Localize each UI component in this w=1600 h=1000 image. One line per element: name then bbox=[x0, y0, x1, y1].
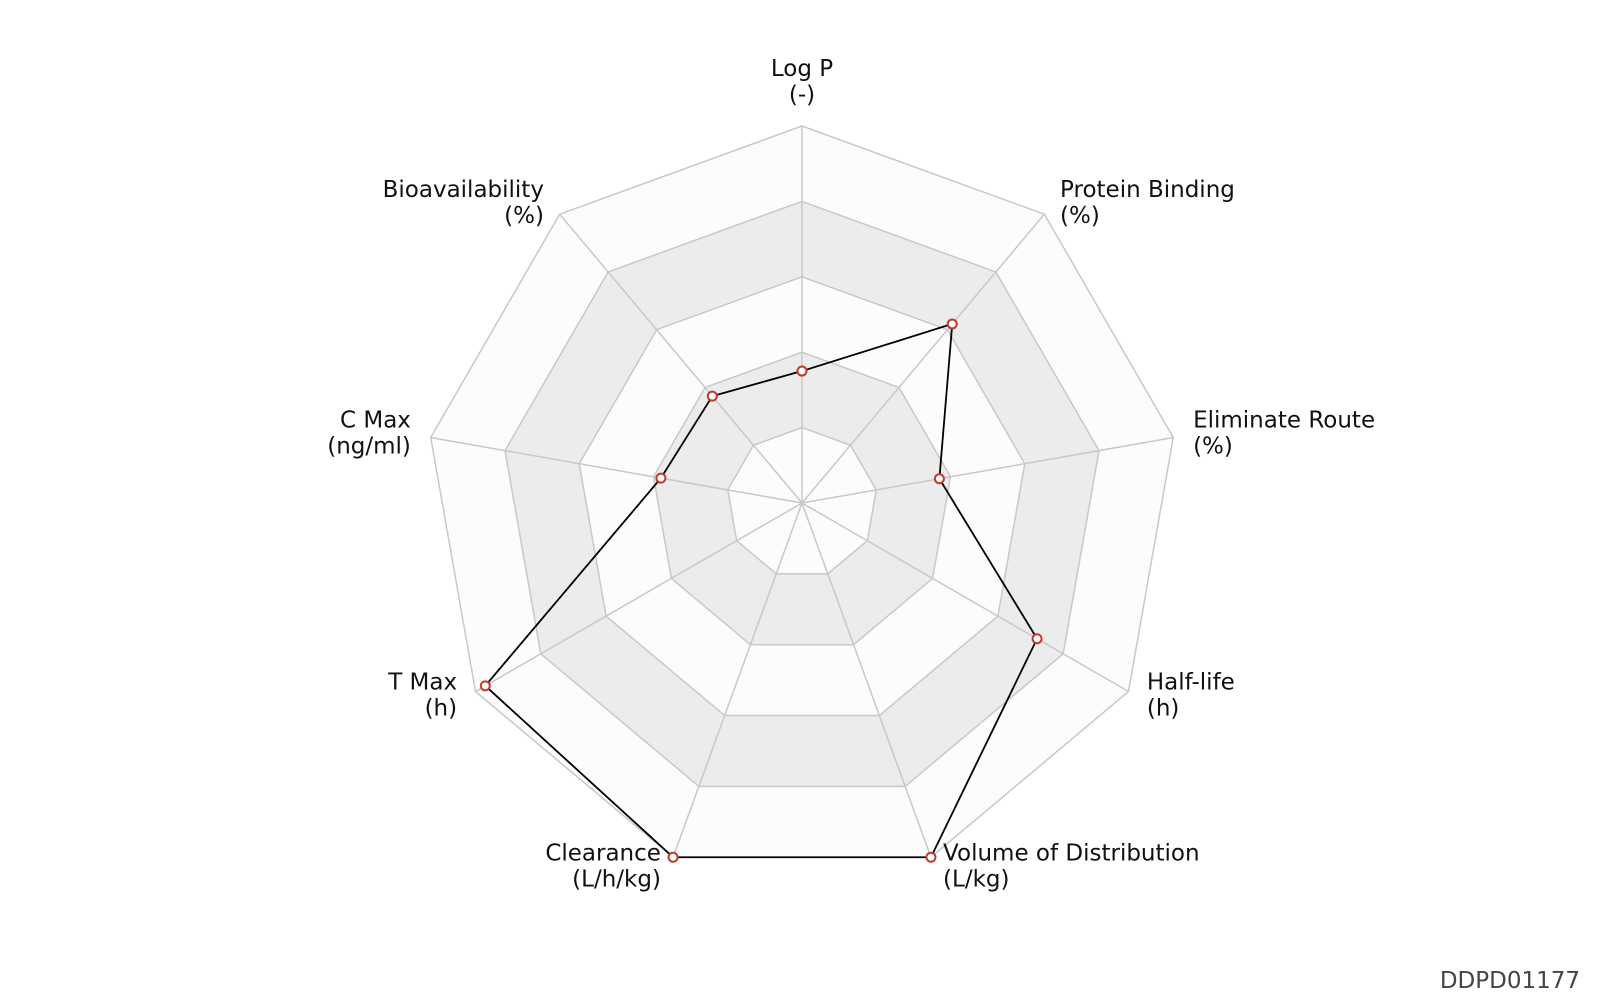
spoke-5 bbox=[672, 502, 803, 858]
spoke-2 bbox=[801, 436, 1174, 504]
axis-unit: (ng/ml) bbox=[327, 433, 411, 459]
axis-unit: (%) bbox=[1193, 433, 1233, 459]
axis-name: Bioavailability bbox=[383, 177, 544, 203]
spoke-1 bbox=[801, 213, 1045, 504]
axis-name: Volume of Distribution bbox=[943, 841, 1200, 867]
axis-unit: (L/h/kg) bbox=[572, 867, 661, 893]
data-point-6 bbox=[479, 680, 491, 692]
axis-label-8: Bioavailability (%) bbox=[383, 177, 544, 229]
axis-label-2: Eliminate Route (%) bbox=[1193, 407, 1375, 459]
axis-unit: (%) bbox=[504, 203, 544, 229]
data-point-4 bbox=[925, 851, 937, 863]
axis-label-6: T Max (h) bbox=[387, 670, 457, 722]
axis-unit: (h) bbox=[1147, 696, 1180, 722]
axis-labels: Log P (-)Protein Binding (%)Eliminate Rout… bbox=[327, 56, 1375, 893]
axis-unit: (%) bbox=[1060, 203, 1100, 229]
axis-name: Half-life bbox=[1147, 670, 1235, 696]
spoke-8 bbox=[559, 213, 803, 504]
axis-label-5: Clearance (L/h/kg) bbox=[545, 841, 661, 893]
axis-name: C Max bbox=[340, 407, 411, 433]
data-point-8 bbox=[706, 390, 718, 402]
data-point-0 bbox=[796, 365, 808, 377]
spoke-6 bbox=[475, 502, 803, 693]
axis-unit: (-) bbox=[789, 82, 815, 108]
axis-label-4: Volume of Distribution (L/kg) bbox=[943, 841, 1200, 893]
data-point-3 bbox=[1031, 633, 1043, 645]
chart-id-watermark: DDPD01177 bbox=[1439, 968, 1580, 994]
spoke-4 bbox=[801, 502, 932, 858]
axis-name: T Max bbox=[387, 670, 457, 696]
data-point-2 bbox=[933, 473, 945, 485]
radar-series bbox=[479, 318, 1043, 863]
axis-unit: (h) bbox=[425, 696, 458, 722]
data-point-1 bbox=[946, 318, 958, 330]
series-line bbox=[484, 322, 1039, 859]
axis-name: Clearance bbox=[545, 841, 661, 867]
spoke-3 bbox=[801, 502, 1129, 693]
axis-label-1: Protein Binding (%) bbox=[1060, 177, 1235, 229]
axis-name: Eliminate Route bbox=[1193, 407, 1375, 433]
axis-label-7: C Max (ng/ml) bbox=[327, 407, 411, 459]
axis-label-3: Half-life (h) bbox=[1147, 670, 1235, 722]
spoke-7 bbox=[430, 436, 803, 504]
data-point-5 bbox=[667, 851, 679, 863]
axis-name: Log P bbox=[771, 56, 833, 82]
data-point-7 bbox=[655, 472, 667, 484]
axis-unit: (L/kg) bbox=[943, 867, 1009, 893]
axis-label-0: Log P (-) bbox=[771, 56, 833, 108]
axis-name: Protein Binding bbox=[1060, 177, 1235, 203]
radar-spokes bbox=[430, 126, 1174, 858]
